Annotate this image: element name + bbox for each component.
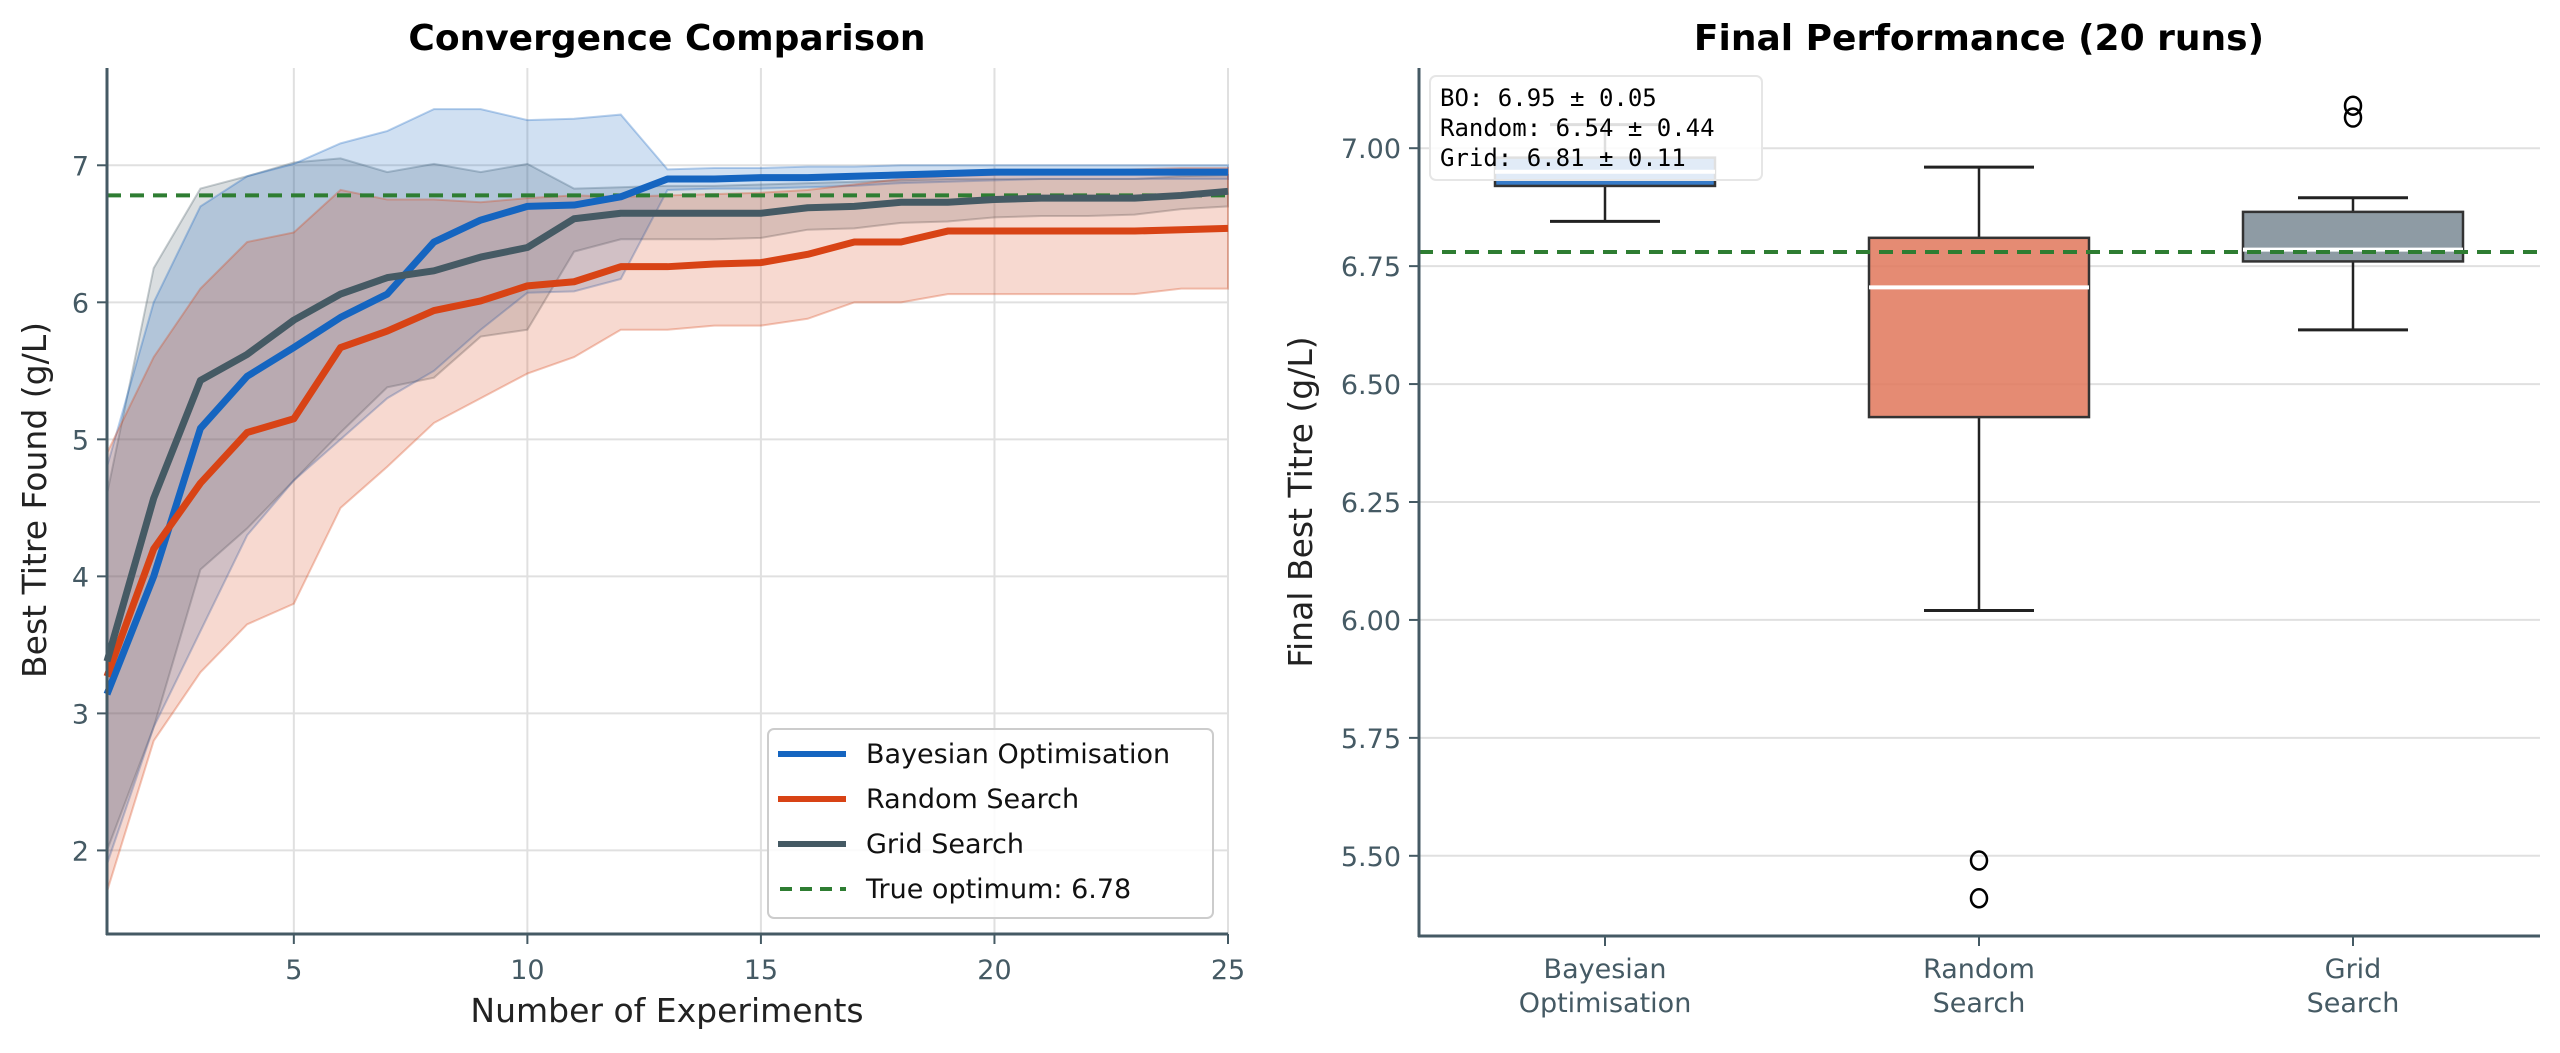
stats-bo: BO: 6.95 ± 0.05 (1440, 84, 1657, 112)
y-tick-label: 6 (72, 288, 89, 319)
right-title: Final Performance (20 runs) (1694, 18, 2264, 59)
x-tick-label: Search (2307, 988, 2400, 1019)
box-iqr (1867, 236, 2091, 419)
x-tick-label: Random (1923, 954, 2035, 985)
stats-random: Random: 6.54 ± 0.44 (1440, 114, 1715, 142)
stats-box: BO: 6.95 ± 0.05 Random: 6.54 ± 0.44 Grid… (1429, 75, 1763, 181)
y-tick-label: 6.50 (1341, 370, 1401, 401)
stats-grid: Grid: 6.81 ± 0.11 (1440, 144, 1686, 172)
y-tick-label: 6.75 (1341, 252, 1401, 283)
x-tick-label: 5 (285, 955, 302, 986)
y-tick-label: 4 (72, 562, 89, 593)
left-title: Convergence Comparison (408, 18, 925, 59)
outlier-point (2343, 95, 2363, 116)
y-tick-label: 5.75 (1341, 724, 1401, 755)
left-y-ticks: 2 3 4 5 6 7 (72, 151, 107, 867)
right-x-ticks: BayesianOptimisationRandomSearchGridSear… (1519, 936, 2400, 1019)
y-tick-label: 3 (72, 699, 89, 730)
x-tick-label: 25 (1211, 955, 1245, 986)
outlier-point (1969, 888, 1989, 909)
left-series-lines (103, 168, 1229, 696)
y-tick-label: 5 (72, 425, 89, 456)
x-tick-label: 10 (510, 955, 544, 986)
box-grid (2241, 95, 2465, 332)
legend-label-optimum: True optimum: 6.78 (865, 874, 1131, 905)
stats-box-frame (1429, 75, 1763, 181)
legend: Bayesian Optimisation Random Search Grid… (767, 728, 1214, 919)
box-iqr (2241, 210, 2465, 263)
y-tick-label: 6.25 (1341, 488, 1401, 519)
y-tick-label: 6.00 (1341, 606, 1401, 637)
x-tick-label: Grid (2325, 954, 2382, 985)
right-axes (1417, 68, 2540, 938)
right-y-ticks: 5.50 5.75 6.00 6.25 6.50 6.75 7.00 (1341, 134, 1419, 873)
final-performance-panel: 5.50 5.75 6.00 6.25 6.50 6.75 7.00 BayesianOpt… (1281, 18, 2540, 1019)
outlier-point (1969, 850, 1989, 871)
left-x-axis-label: Number of Experiments (470, 991, 863, 1030)
x-tick-label: Search (1933, 988, 2026, 1019)
outlier-point (2343, 107, 2363, 128)
legend-frame (767, 728, 1214, 919)
box-random (1867, 165, 2091, 909)
legend-label-grid: Grid Search (866, 829, 1024, 860)
x-tick-label: Bayesian (1544, 954, 1667, 985)
band-random (106, 167, 1229, 892)
x-tick-label: Optimisation (1519, 988, 1692, 1019)
y-tick-label: 7 (72, 151, 89, 182)
legend-label-bo: Bayesian Optimisation (866, 739, 1170, 770)
left-x-ticks: 5 10 15 20 25 (285, 934, 1245, 986)
y-tick-label: 7.00 (1341, 134, 1401, 165)
right-y-axis-label: Final Best Titre (g/L) (1281, 336, 1320, 667)
left-y-axis-label: Best Titre Found (g/L) (15, 322, 54, 678)
y-tick-label: 2 (72, 836, 89, 867)
x-tick-label: 15 (744, 955, 778, 986)
y-tick-label: 5.50 (1341, 842, 1401, 873)
legend-label-random: Random Search (866, 784, 1079, 815)
x-tick-label: 20 (977, 955, 1011, 986)
